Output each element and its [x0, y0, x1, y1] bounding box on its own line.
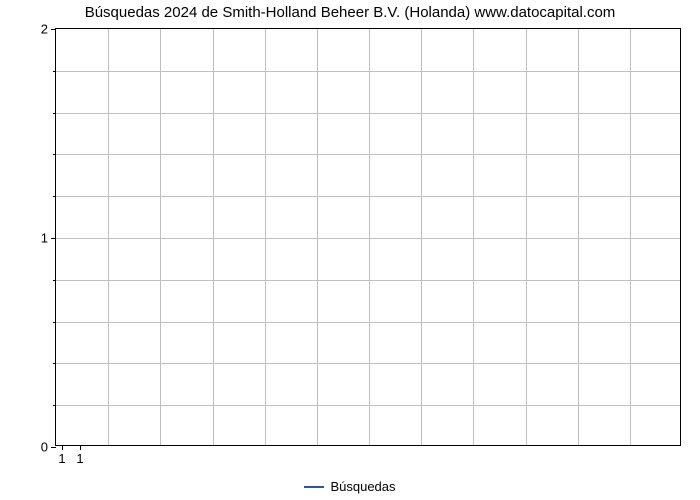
- grid-line: [56, 196, 680, 197]
- grid-line: [578, 29, 579, 445]
- legend-line-icon: [304, 486, 324, 488]
- grid-line: [56, 322, 680, 323]
- grid-line: [473, 29, 474, 445]
- grid-line: [213, 29, 214, 445]
- y-tick-mark: [53, 238, 56, 239]
- y-tick-mark: [53, 405, 56, 406]
- grid-line: [56, 71, 680, 72]
- grid-line: [56, 280, 680, 281]
- grid-line: [56, 113, 680, 114]
- grid-line: [526, 29, 527, 445]
- grid-line: [56, 405, 680, 406]
- y-tick-label: 2: [41, 22, 48, 37]
- legend: Búsquedas: [0, 479, 700, 494]
- grid-line: [630, 29, 631, 445]
- y-tick-label: 0: [41, 440, 48, 455]
- grid-line: [56, 363, 680, 364]
- y-tick-mark: [53, 71, 56, 72]
- x-tick-label: 1: [58, 451, 65, 466]
- y-tick-mark: [53, 447, 56, 448]
- y-tick-mark: [53, 154, 56, 155]
- grid-line: [56, 154, 680, 155]
- y-tick-mark: [53, 196, 56, 197]
- x-tick-label: 1: [76, 451, 83, 466]
- y-tick-mark: [53, 363, 56, 364]
- line-chart: Búsquedas 2024 de Smith-Holland Beheer B…: [0, 0, 700, 500]
- grid-line: [317, 29, 318, 445]
- grid-line: [369, 29, 370, 445]
- y-tick-mark: [53, 29, 56, 30]
- chart-title: Búsquedas 2024 de Smith-Holland Beheer B…: [0, 4, 700, 21]
- y-tick-mark: [53, 280, 56, 281]
- legend-label: Búsquedas: [330, 479, 395, 494]
- y-tick-mark: [53, 113, 56, 114]
- y-tick-mark: [53, 322, 56, 323]
- grid-line: [56, 238, 680, 239]
- y-tick-label: 1: [41, 231, 48, 246]
- x-tick-mark: [62, 445, 63, 450]
- grid-line: [265, 29, 266, 445]
- grid-line: [160, 29, 161, 445]
- grid-line: [108, 29, 109, 445]
- x-tick-mark: [80, 445, 81, 450]
- plot-area: 01211: [55, 28, 681, 446]
- grid-line: [421, 29, 422, 445]
